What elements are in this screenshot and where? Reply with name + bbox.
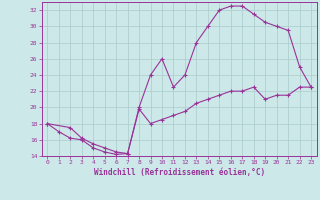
X-axis label: Windchill (Refroidissement éolien,°C): Windchill (Refroidissement éolien,°C) <box>94 168 265 177</box>
